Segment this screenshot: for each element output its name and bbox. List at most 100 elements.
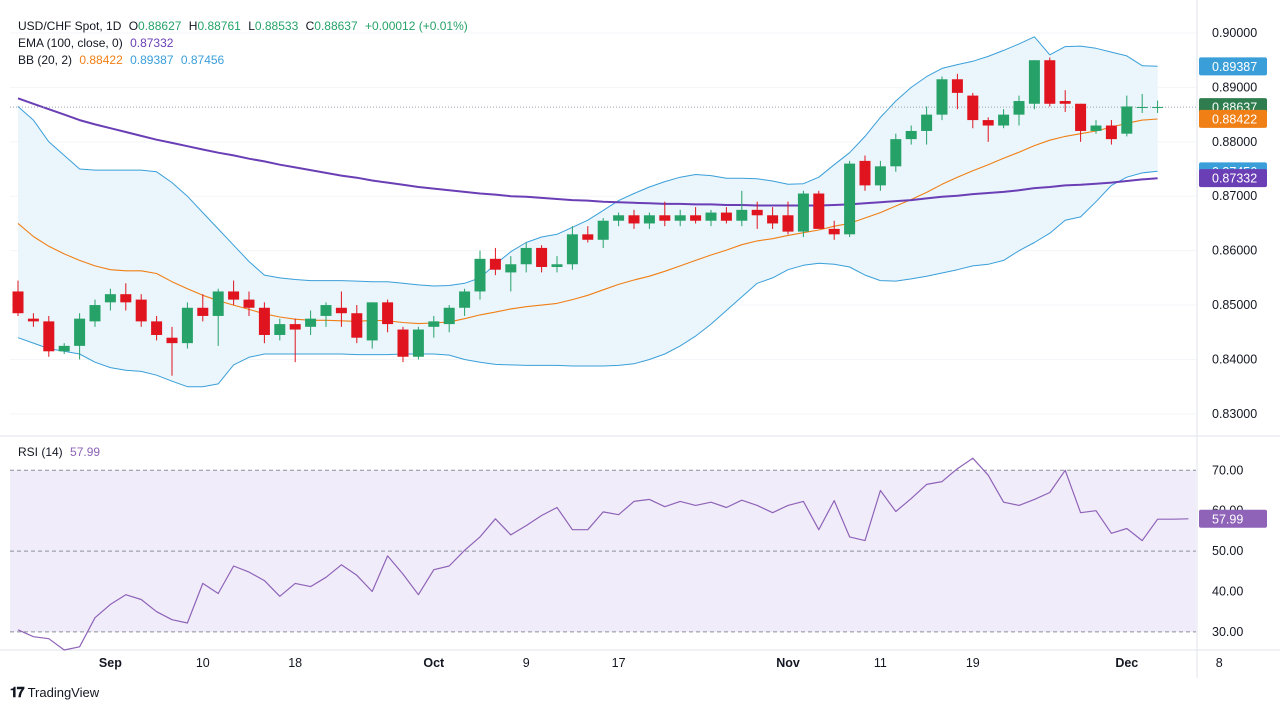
candle xyxy=(813,190,825,229)
ema-badge-text: 0.87332 xyxy=(1212,172,1257,186)
candle-body xyxy=(536,247,548,267)
bb-upper-badge: 0.89387 xyxy=(1199,57,1267,76)
candle-body xyxy=(705,212,717,221)
rsi-tick-label: 50.00 xyxy=(1212,544,1243,558)
candle xyxy=(335,291,347,327)
candle xyxy=(74,313,86,360)
candle xyxy=(197,294,209,322)
candle-body xyxy=(320,305,332,316)
candle-body xyxy=(505,264,517,273)
candle xyxy=(443,305,455,333)
candle xyxy=(27,313,39,327)
candle-body xyxy=(982,120,994,126)
candle-body xyxy=(428,321,440,327)
candle-body xyxy=(305,318,317,327)
candle-body xyxy=(659,215,671,221)
candle xyxy=(1059,90,1071,112)
tradingview-logo[interactable]: 𝟏𝟕 TradingView xyxy=(10,684,99,701)
candle xyxy=(751,201,763,229)
rsi-label: RSI (14) xyxy=(18,445,63,459)
candle-body xyxy=(859,160,871,186)
close-label: C xyxy=(305,19,315,33)
rsi-tick-label: 30.00 xyxy=(1212,625,1243,639)
candle-body xyxy=(828,228,840,235)
price-tick-label: 0.90000 xyxy=(1212,26,1257,40)
candle xyxy=(859,155,871,191)
candle xyxy=(551,256,563,273)
candle xyxy=(428,315,440,338)
candle-body xyxy=(613,215,625,221)
candle xyxy=(982,117,994,142)
candle-body xyxy=(166,337,178,344)
time-tick-label: Sep xyxy=(99,656,122,670)
candle-body xyxy=(74,318,86,346)
bb-upper-value: 0.89387 xyxy=(130,53,174,67)
bb-lower-value: 0.87456 xyxy=(180,53,225,67)
time-tick-label: 9 xyxy=(523,656,530,670)
candle xyxy=(782,201,794,235)
candle-body xyxy=(12,291,24,314)
time-tick-label: 17 xyxy=(612,656,626,670)
bb-mid-badge-text: 0.88422 xyxy=(1212,112,1257,126)
candle-body xyxy=(274,324,286,335)
ema-label: EMA (100, close, 0) xyxy=(18,36,123,50)
candle-body xyxy=(104,294,116,303)
candle-body xyxy=(551,264,563,267)
candle-body xyxy=(921,114,933,131)
candle xyxy=(120,283,132,311)
candle xyxy=(489,247,501,276)
rsi-badge: 57.99 xyxy=(1199,509,1267,528)
close-value: 0.88637 xyxy=(314,19,358,33)
candle xyxy=(921,106,933,145)
candle xyxy=(967,92,979,129)
candle-body xyxy=(813,193,825,229)
bb-upper-badge-text: 0.89387 xyxy=(1212,60,1257,74)
tradingview-wordmark: TradingView xyxy=(27,685,100,700)
rsi-tick-label: 40.00 xyxy=(1212,584,1243,598)
candle xyxy=(351,305,363,344)
candle xyxy=(474,250,486,300)
candle xyxy=(520,242,532,273)
candle-body xyxy=(874,166,886,186)
candle xyxy=(628,209,640,229)
low-label: L xyxy=(248,19,255,33)
candle xyxy=(412,326,424,360)
bb-label: BB (20, 2) xyxy=(18,53,73,67)
candle xyxy=(736,190,748,227)
candle xyxy=(797,190,809,238)
candle-body xyxy=(597,220,609,240)
candle xyxy=(874,160,886,191)
candle-body xyxy=(58,345,70,352)
bb-upper-line xyxy=(17,36,1158,287)
candle-body xyxy=(351,313,363,338)
candle-body xyxy=(936,79,948,115)
candle xyxy=(320,302,332,327)
candle xyxy=(89,299,101,327)
candle xyxy=(890,133,902,172)
price-tick-label: 0.85000 xyxy=(1212,298,1257,312)
candle-body xyxy=(998,114,1010,126)
rsi-legend: RSI (14) 57.99 xyxy=(18,444,104,460)
candle-body xyxy=(844,163,856,235)
change-value: +0.00012 (+0.01%) xyxy=(365,19,468,33)
rsi-line xyxy=(17,457,1189,651)
time-tick-label: Nov xyxy=(776,656,800,670)
candle xyxy=(643,212,655,229)
candle-body xyxy=(43,321,55,352)
open-value: 0.88627 xyxy=(138,19,182,33)
candle-body xyxy=(1013,101,1025,115)
candle xyxy=(166,326,178,376)
high-label: H xyxy=(188,19,198,33)
candle-body xyxy=(27,318,39,322)
bb-mid-value: 0.88422 xyxy=(79,53,123,67)
candle-body xyxy=(489,258,501,270)
bb-upper-badge-bg xyxy=(1199,57,1267,76)
candle-body xyxy=(736,209,748,221)
price-tick-label: 0.88000 xyxy=(1212,135,1257,149)
candle xyxy=(135,294,147,327)
candle xyxy=(58,343,70,355)
candle xyxy=(1013,95,1025,126)
bb-lower-line xyxy=(17,170,1158,388)
candle-body xyxy=(890,139,902,167)
